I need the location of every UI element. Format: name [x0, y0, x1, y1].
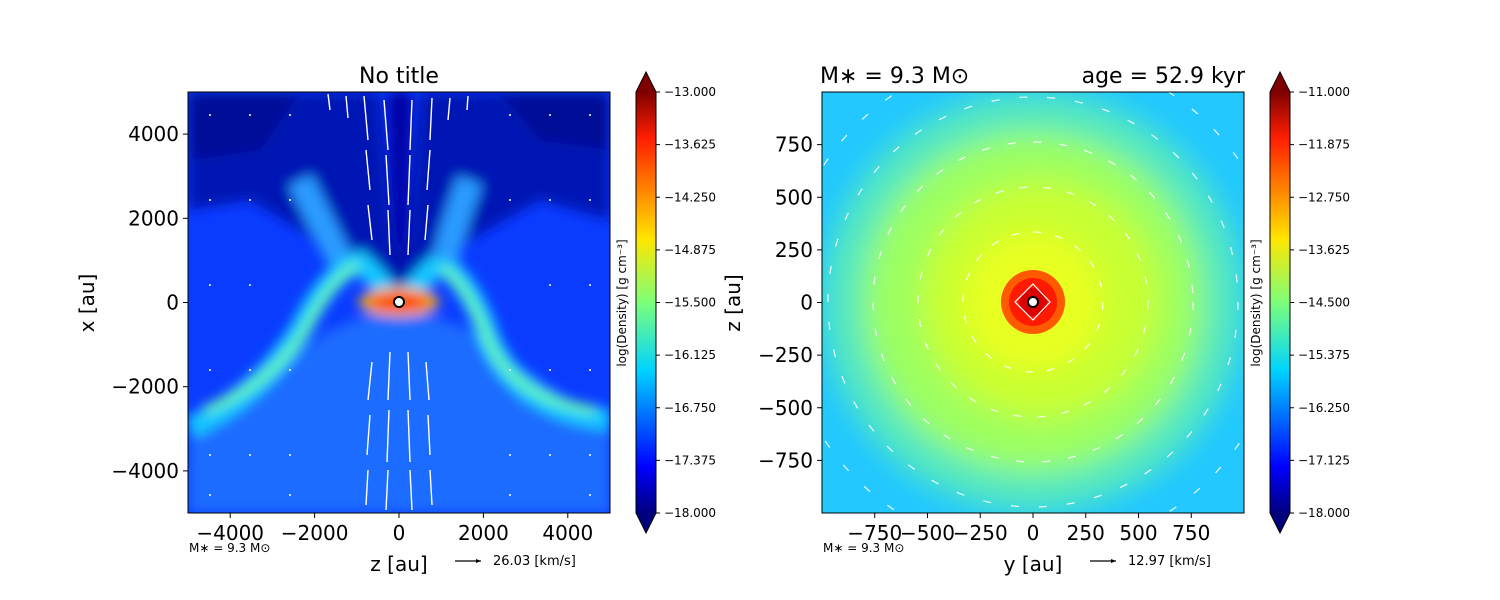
colorbar-tick-label: −13.000: [664, 85, 716, 99]
y-tick-label: −500: [758, 396, 813, 420]
left-quiver-key-label: 26.03 [km/s]: [493, 554, 576, 569]
right-colorbar-gradient: [1270, 92, 1290, 513]
colorbar-tick-label: −15.375: [1298, 348, 1350, 362]
colorbar-tick-label: −15.500: [664, 296, 716, 310]
right-quiver-key-label: 12.97 [km/s]: [1128, 554, 1211, 569]
x-tick-label: −750: [847, 521, 902, 545]
colorbar-tick-label: −14.875: [664, 243, 716, 257]
right-colorbar-extend-min: [1270, 513, 1290, 533]
right-colorbar-label: log(Density) [g cm⁻³]: [1249, 239, 1263, 366]
y-tick-label: −4000: [111, 459, 179, 483]
right-colorbar-extend-max: [1270, 72, 1290, 92]
left-velocity-dots: [209, 114, 591, 496]
colorbar-tick-label: −11.000: [1298, 85, 1350, 99]
right-title-age: age = 52.9 kyr: [1082, 64, 1246, 89]
colorbar-tick-label: −16.250: [1298, 401, 1350, 415]
x-tick-label: 0: [1027, 521, 1040, 545]
x-tick-label: −500: [900, 521, 955, 545]
right-density-map: [822, 92, 1244, 513]
y-tick-label: −2000: [111, 375, 179, 399]
right-panel: −750−500−250 0 250 500 7507505002500−250−500…: [721, 64, 1350, 576]
left-y-axis-label: x [au]: [75, 274, 99, 333]
y-tick-label: 2000: [128, 206, 179, 230]
right-star-marker: [1027, 296, 1039, 308]
y-tick-label: −250: [758, 343, 813, 367]
colorbar-tick-label: −14.250: [664, 190, 716, 204]
left-mass-annotation: M∗ = 9.3 M⊙: [189, 541, 270, 555]
left-panel: −4000 −2000 0 2000 4000 4000 2000 0 −2000 −4000 N…: [75, 64, 716, 576]
colorbar-tick-label: −11.875: [1298, 138, 1350, 152]
right-quiver-key-arrowhead: [1111, 559, 1116, 563]
y-tick-label: 4000: [128, 122, 179, 146]
y-tick-label: 750: [775, 133, 813, 157]
colorbar-tick-label: −18.000: [664, 506, 716, 520]
left-colorbar: −13.000 −13.625 −14.250 −14.875 −15.500 −16.1…: [615, 70, 716, 535]
colorbar-tick-label: −12.750: [1298, 190, 1350, 204]
right-title-mass: M∗ = 9.3 M⊙: [820, 64, 969, 89]
colorbar-tick-label: −16.125: [664, 348, 716, 362]
left-quiver-key-arrowhead: [476, 559, 481, 563]
x-tick-label: −2000: [281, 521, 349, 545]
y-tick-label: 0: [800, 291, 813, 315]
x-tick-label: 4000: [542, 521, 593, 545]
left-velocity-field: [327, 93, 469, 511]
colorbar-tick-label: −17.125: [1298, 453, 1350, 467]
colorbar-tick-label: −13.625: [1298, 243, 1350, 257]
right-y-axis-label: z [au]: [721, 274, 745, 331]
right-velocity-field: [822, 92, 1244, 513]
y-tick-label: 0: [166, 291, 179, 315]
left-title: No title: [359, 64, 439, 89]
x-tick-label: 250: [1067, 521, 1105, 545]
y-tick-label: 500: [775, 185, 813, 209]
right-x-axis-label: y [au]: [1004, 552, 1063, 576]
colorbar-tick-label: −17.375: [664, 453, 716, 467]
colorbar-tick-label: −16.750: [664, 401, 716, 415]
left-ticks: −4000 −2000 0 2000 4000 4000 2000 0 −2000 −4000: [111, 122, 593, 545]
left-colorbar-gradient: [636, 92, 656, 513]
x-tick-label: −250: [953, 521, 1008, 545]
x-tick-label: 500: [1119, 521, 1157, 545]
right-ticks: −750−500−250 0 250 500 7507505002500−250−500…: [758, 133, 1210, 545]
left-x-axis-label: z [au]: [370, 552, 427, 576]
left-colorbar-extend-max: [636, 72, 656, 92]
x-tick-label: 0: [393, 521, 406, 545]
left-colorbar-label: log(Density) [g cm⁻³]: [615, 239, 629, 366]
left-density-map: [188, 92, 610, 513]
y-tick-label: −750: [758, 448, 813, 472]
x-tick-label: −4000: [196, 521, 264, 545]
right-colorbar: −11.000 −11.875 −12.750 −13.625 −14.500 −15.3…: [1249, 70, 1350, 535]
right-mass-annotation: M∗ = 9.3 M⊙: [823, 541, 904, 555]
left-star-marker: [393, 296, 405, 308]
x-tick-label: 2000: [458, 521, 509, 545]
colorbar-tick-label: −18.000: [1298, 506, 1350, 520]
colorbar-tick-label: −14.500: [1298, 296, 1350, 310]
x-tick-label: 750: [1172, 521, 1210, 545]
y-tick-label: 250: [775, 238, 813, 262]
colorbar-tick-label: −13.625: [664, 138, 716, 152]
left-colorbar-extend-min: [636, 513, 656, 533]
